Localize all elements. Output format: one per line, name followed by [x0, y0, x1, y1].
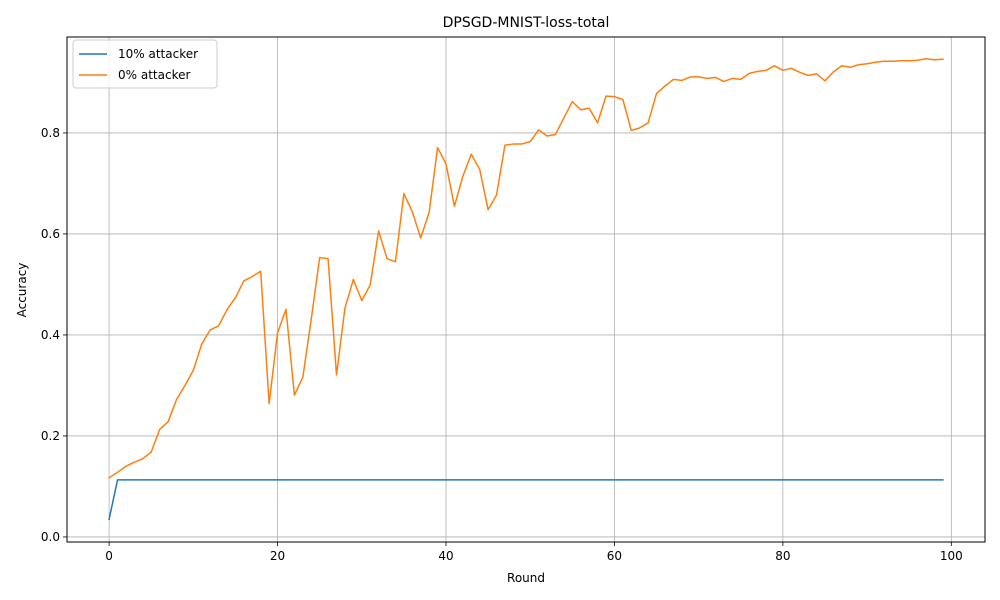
- x-tick-label: 20: [270, 549, 285, 563]
- x-tick-label: 80: [775, 549, 790, 563]
- legend-label-10pct: 10% attacker: [118, 47, 198, 61]
- chart-title: DPSGD-MNIST-loss-total: [443, 15, 610, 31]
- legend-box: [72, 39, 218, 89]
- plot-frame: [66, 36, 986, 543]
- x-tick-label: 0: [105, 549, 113, 563]
- series-line-1: [108, 57, 944, 479]
- legend-label-0pct: 0% attacker: [118, 68, 190, 82]
- y-tick-label: 0.8: [41, 126, 60, 140]
- y-tick-label: 0.6: [41, 227, 60, 241]
- series-group: [108, 57, 944, 521]
- x-axis-ticks: 0 20 40 60 80 100: [105, 542, 963, 563]
- y-tick-label: 0.0: [41, 530, 60, 544]
- y-axis-label: Accuracy: [15, 263, 29, 318]
- y-tick-label: 0.2: [41, 429, 60, 443]
- x-tick-label: 40: [438, 549, 453, 563]
- y-tick-label: 0.4: [41, 328, 60, 342]
- x-tick-label: 60: [607, 549, 622, 563]
- x-tick-label: 100: [940, 549, 963, 563]
- grid-lines: [67, 37, 985, 542]
- legend: 10% attacker 0% attacker: [72, 39, 218, 89]
- y-axis-ticks: 0.0 0.2 0.4 0.6 0.8: [41, 126, 67, 544]
- x-axis-label: Round: [507, 571, 545, 585]
- series-line-0: [108, 479, 944, 521]
